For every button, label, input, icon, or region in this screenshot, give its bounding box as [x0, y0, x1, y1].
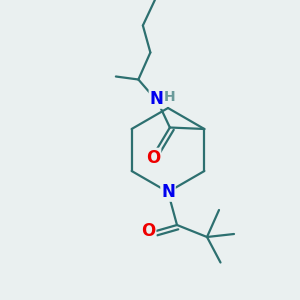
Text: H: H [164, 90, 175, 104]
Text: O: O [141, 222, 156, 240]
Text: N: N [149, 90, 163, 108]
Text: N: N [161, 183, 175, 201]
Text: O: O [146, 148, 160, 166]
